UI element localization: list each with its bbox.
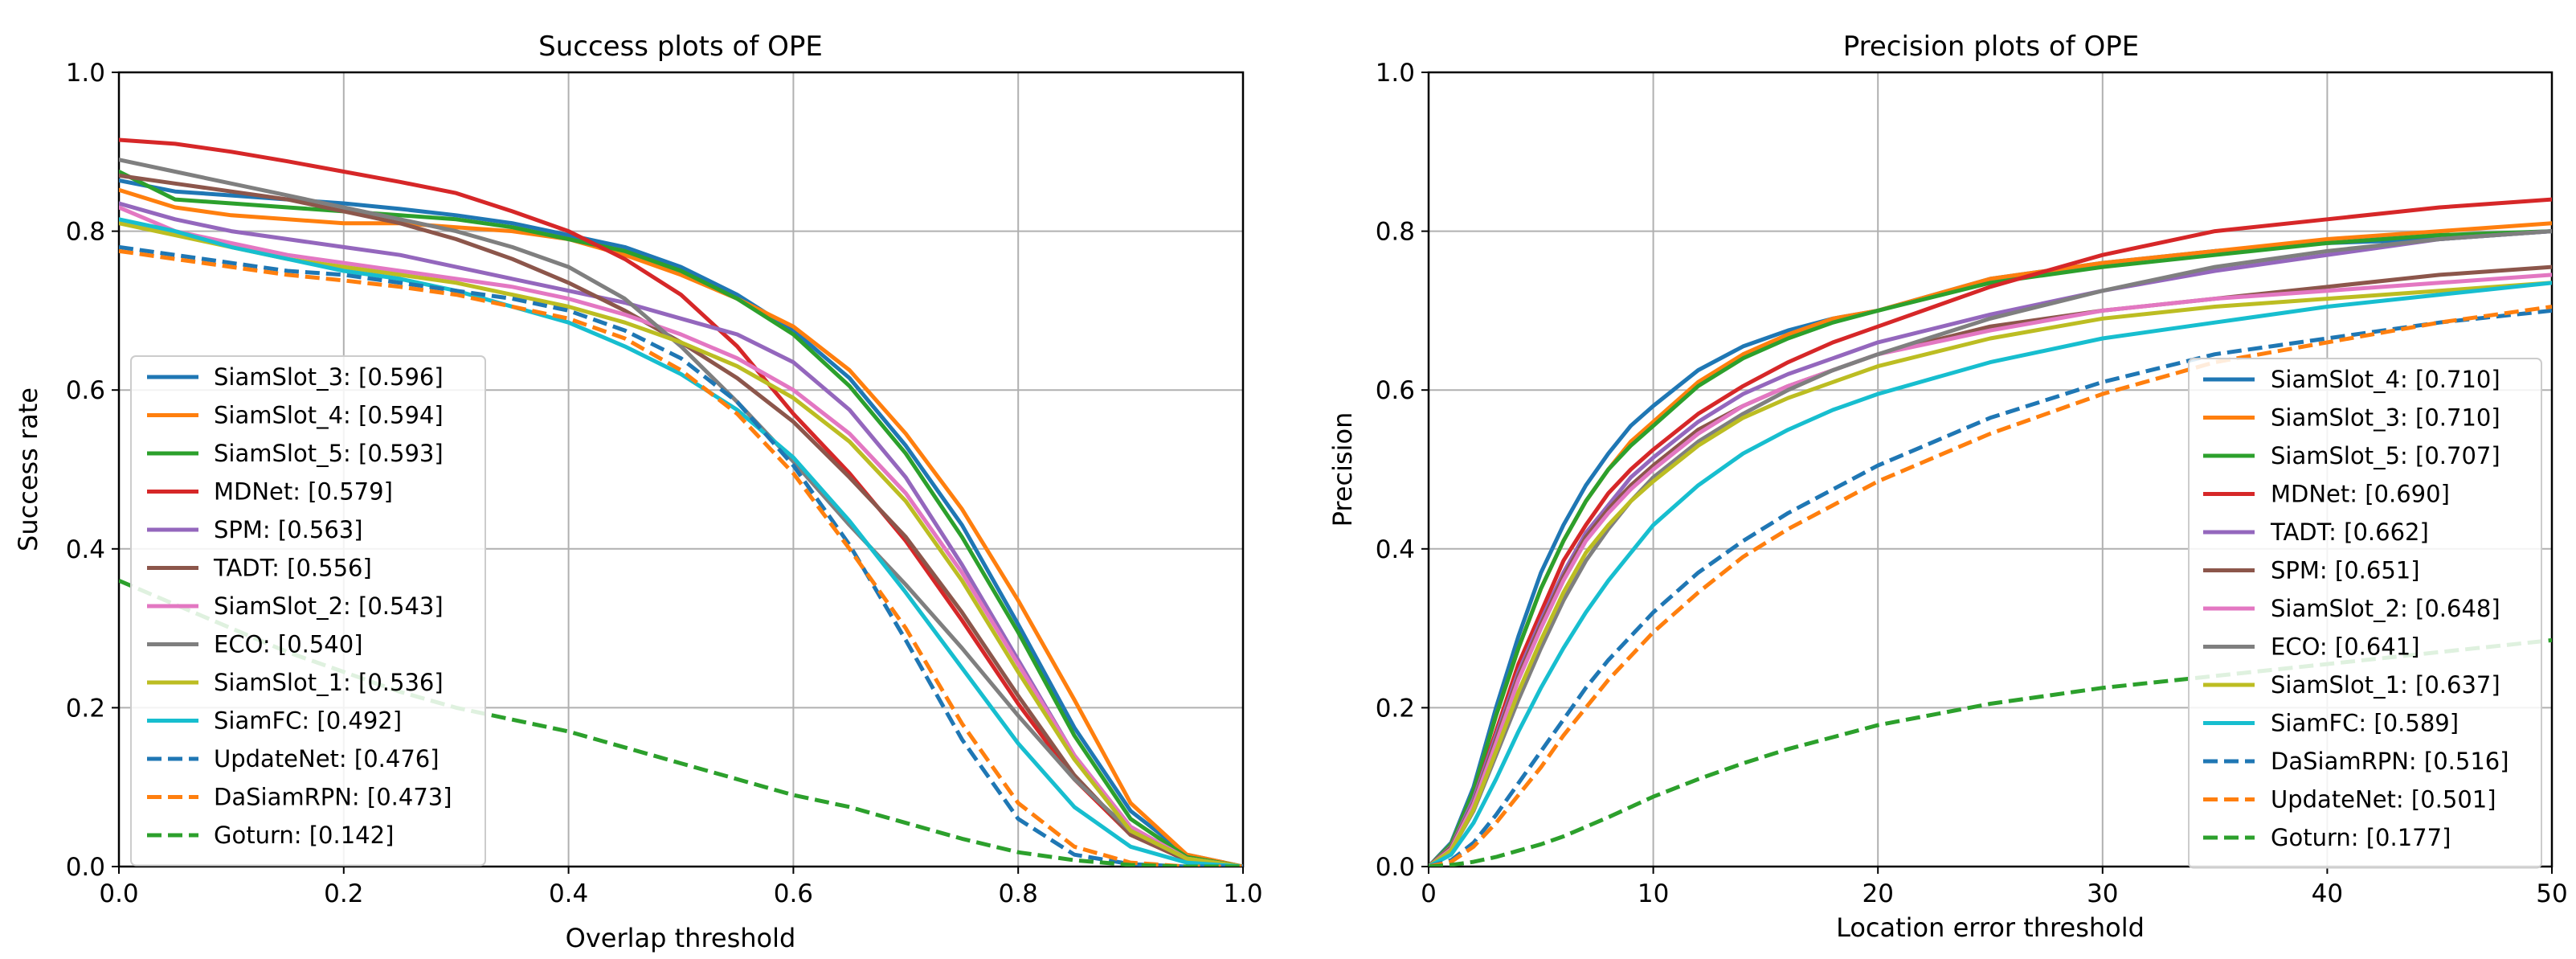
precision-legend-entry: SiamFC: [0.589] — [2271, 710, 2459, 737]
precision-legend-entry: DaSiamRPN: [0.516] — [2271, 748, 2509, 775]
success-legend-entry: SPM: [0.563] — [214, 516, 363, 543]
success-ytick-label: 1.0 — [66, 59, 105, 88]
precision-xtick-label: 40 — [2312, 879, 2343, 908]
success-series-mdnet — [119, 137, 1243, 867]
success-legend-entry: DaSiamRPN: [0.473] — [214, 784, 452, 811]
precision-series-updatenet — [1429, 305, 2552, 867]
success-xtick-label: 1.0 — [1223, 879, 1262, 908]
success-legend-entry: SiamSlot_2: [0.543] — [214, 592, 444, 620]
success-legend-entry: TADT: [0.556] — [213, 555, 372, 582]
success-xtick-label: 0.4 — [549, 879, 588, 908]
precision-series-siamslot-2 — [1429, 273, 2552, 867]
success-legend-box — [130, 355, 486, 867]
precision-ytick-label: 0.6 — [1376, 376, 1415, 405]
precision-plot-xlabel: Location error threshold — [1836, 912, 2145, 943]
precision-legend-entry: SiamSlot_2: [0.648] — [2271, 595, 2500, 622]
success-xtick-label: 0.2 — [324, 879, 363, 908]
precision-series-goturn — [1429, 637, 2552, 867]
precision-plot-ylabel: Precision — [1327, 412, 1358, 527]
precision-plot-axes-frame — [1427, 71, 2554, 868]
precision-series-siamfc — [1429, 281, 2552, 867]
success-legend-entry: UpdateNet: [0.476] — [214, 745, 440, 773]
precision-legend-entry: SiamSlot_3: [0.710] — [2271, 404, 2500, 432]
precision-ytick-label: 0.0 — [1376, 853, 1415, 882]
precision-ytick-label: 0.8 — [1376, 218, 1415, 247]
precision-xtick-label: 50 — [2536, 879, 2567, 908]
success-series-dasiamrpn — [119, 248, 1243, 867]
success-plot-legend: SiamSlot_3: [0.596] SiamSlot_4: [0.594] Si… — [130, 355, 486, 867]
success-xtick-label: 0.0 — [99, 879, 138, 908]
success-legend-entry: SiamSlot_4: [0.594] — [214, 402, 444, 429]
precision-plot-panel: Precision plots of OPE 0 10 20 30 40 50 0.0 0.2… — [1327, 31, 2568, 943]
success-legend-entry: SiamSlot_1: [0.536] — [214, 669, 444, 696]
precision-legend-entry: Goturn: [0.177] — [2271, 824, 2451, 851]
success-series-siamslot-4 — [119, 187, 1243, 867]
success-ytick-label: 0.6 — [66, 376, 105, 405]
precision-legend-entry: UpdateNet: [0.501] — [2271, 786, 2496, 814]
precision-series-dasiamrpn — [1429, 308, 2552, 867]
success-legend-entry: Goturn: [0.142] — [214, 822, 394, 849]
success-series-siamslot-5 — [119, 170, 1243, 867]
success-legend-entry: SiamSlot_5: [0.593] — [214, 440, 444, 467]
precision-series-siamslot-5 — [1429, 229, 2552, 867]
precision-plot-legend: SiamSlot_4: [0.710] SiamSlot_3: [0.710] Si… — [2188, 358, 2542, 869]
precision-legend-entry: SiamSlot_4: [0.710] — [2271, 366, 2500, 393]
success-plot-axes-frame — [117, 71, 1245, 868]
success-ytick-label: 0.2 — [66, 694, 105, 723]
success-series-siamslot-2 — [119, 205, 1243, 867]
success-ytick-label: 0.0 — [66, 853, 105, 882]
success-xtick-label: 0.8 — [999, 879, 1038, 908]
success-legend-entry: SiamSlot_3: [0.596] — [214, 363, 444, 391]
success-plot-xlabel: Overlap threshold — [566, 923, 796, 953]
success-legend-entry: ECO: [0.540] — [214, 631, 363, 658]
precision-legend-box — [2188, 358, 2542, 869]
precision-legend-entry: MDNet: [0.690] — [2271, 481, 2450, 508]
success-plot-title: Success plots of OPE — [538, 31, 823, 63]
success-legend-entry: MDNet: [0.579] — [214, 478, 393, 506]
precision-legend-entry: TADT: [0.662] — [2270, 518, 2429, 546]
precision-legend-entry: SPM: [0.651] — [2271, 557, 2420, 584]
precision-xtick-label: 10 — [1638, 879, 1669, 908]
precision-ytick-label: 0.2 — [1376, 694, 1415, 723]
success-plot-panel: Success plots of OPE 0.0 0.2 0.4 0.6 0.8 1.0 0… — [13, 31, 1263, 953]
precision-xtick-label: 20 — [1862, 879, 1893, 908]
success-ytick-label: 0.8 — [66, 218, 105, 247]
precision-ytick-label: 1.0 — [1376, 59, 1415, 88]
success-legend-entry: SiamFC: [0.492] — [214, 707, 402, 735]
success-ytick-label: 0.4 — [66, 535, 105, 564]
success-plot-ylabel: Success rate — [13, 387, 43, 551]
precision-plot-title: Precision plots of OPE — [1843, 31, 2140, 63]
success-xtick-label: 0.6 — [774, 879, 813, 908]
precision-xtick-label: 30 — [2087, 879, 2118, 908]
success-series-siamfc — [119, 217, 1243, 867]
success-series-goturn — [119, 578, 1243, 867]
precision-legend-entry: SiamSlot_5: [0.707] — [2271, 442, 2500, 469]
success-series-updatenet — [119, 244, 1243, 867]
precision-xtick-label: 0 — [1421, 879, 1437, 908]
precision-ytick-label: 0.4 — [1376, 535, 1415, 564]
precision-series-siamslot-1 — [1429, 281, 2552, 867]
success-series-eco — [119, 158, 1243, 867]
precision-legend-entry: SiamSlot_1: [0.637] — [2271, 671, 2500, 699]
precision-legend-entry: ECO: [0.641] — [2271, 633, 2420, 661]
precision-series-eco — [1429, 229, 2552, 867]
